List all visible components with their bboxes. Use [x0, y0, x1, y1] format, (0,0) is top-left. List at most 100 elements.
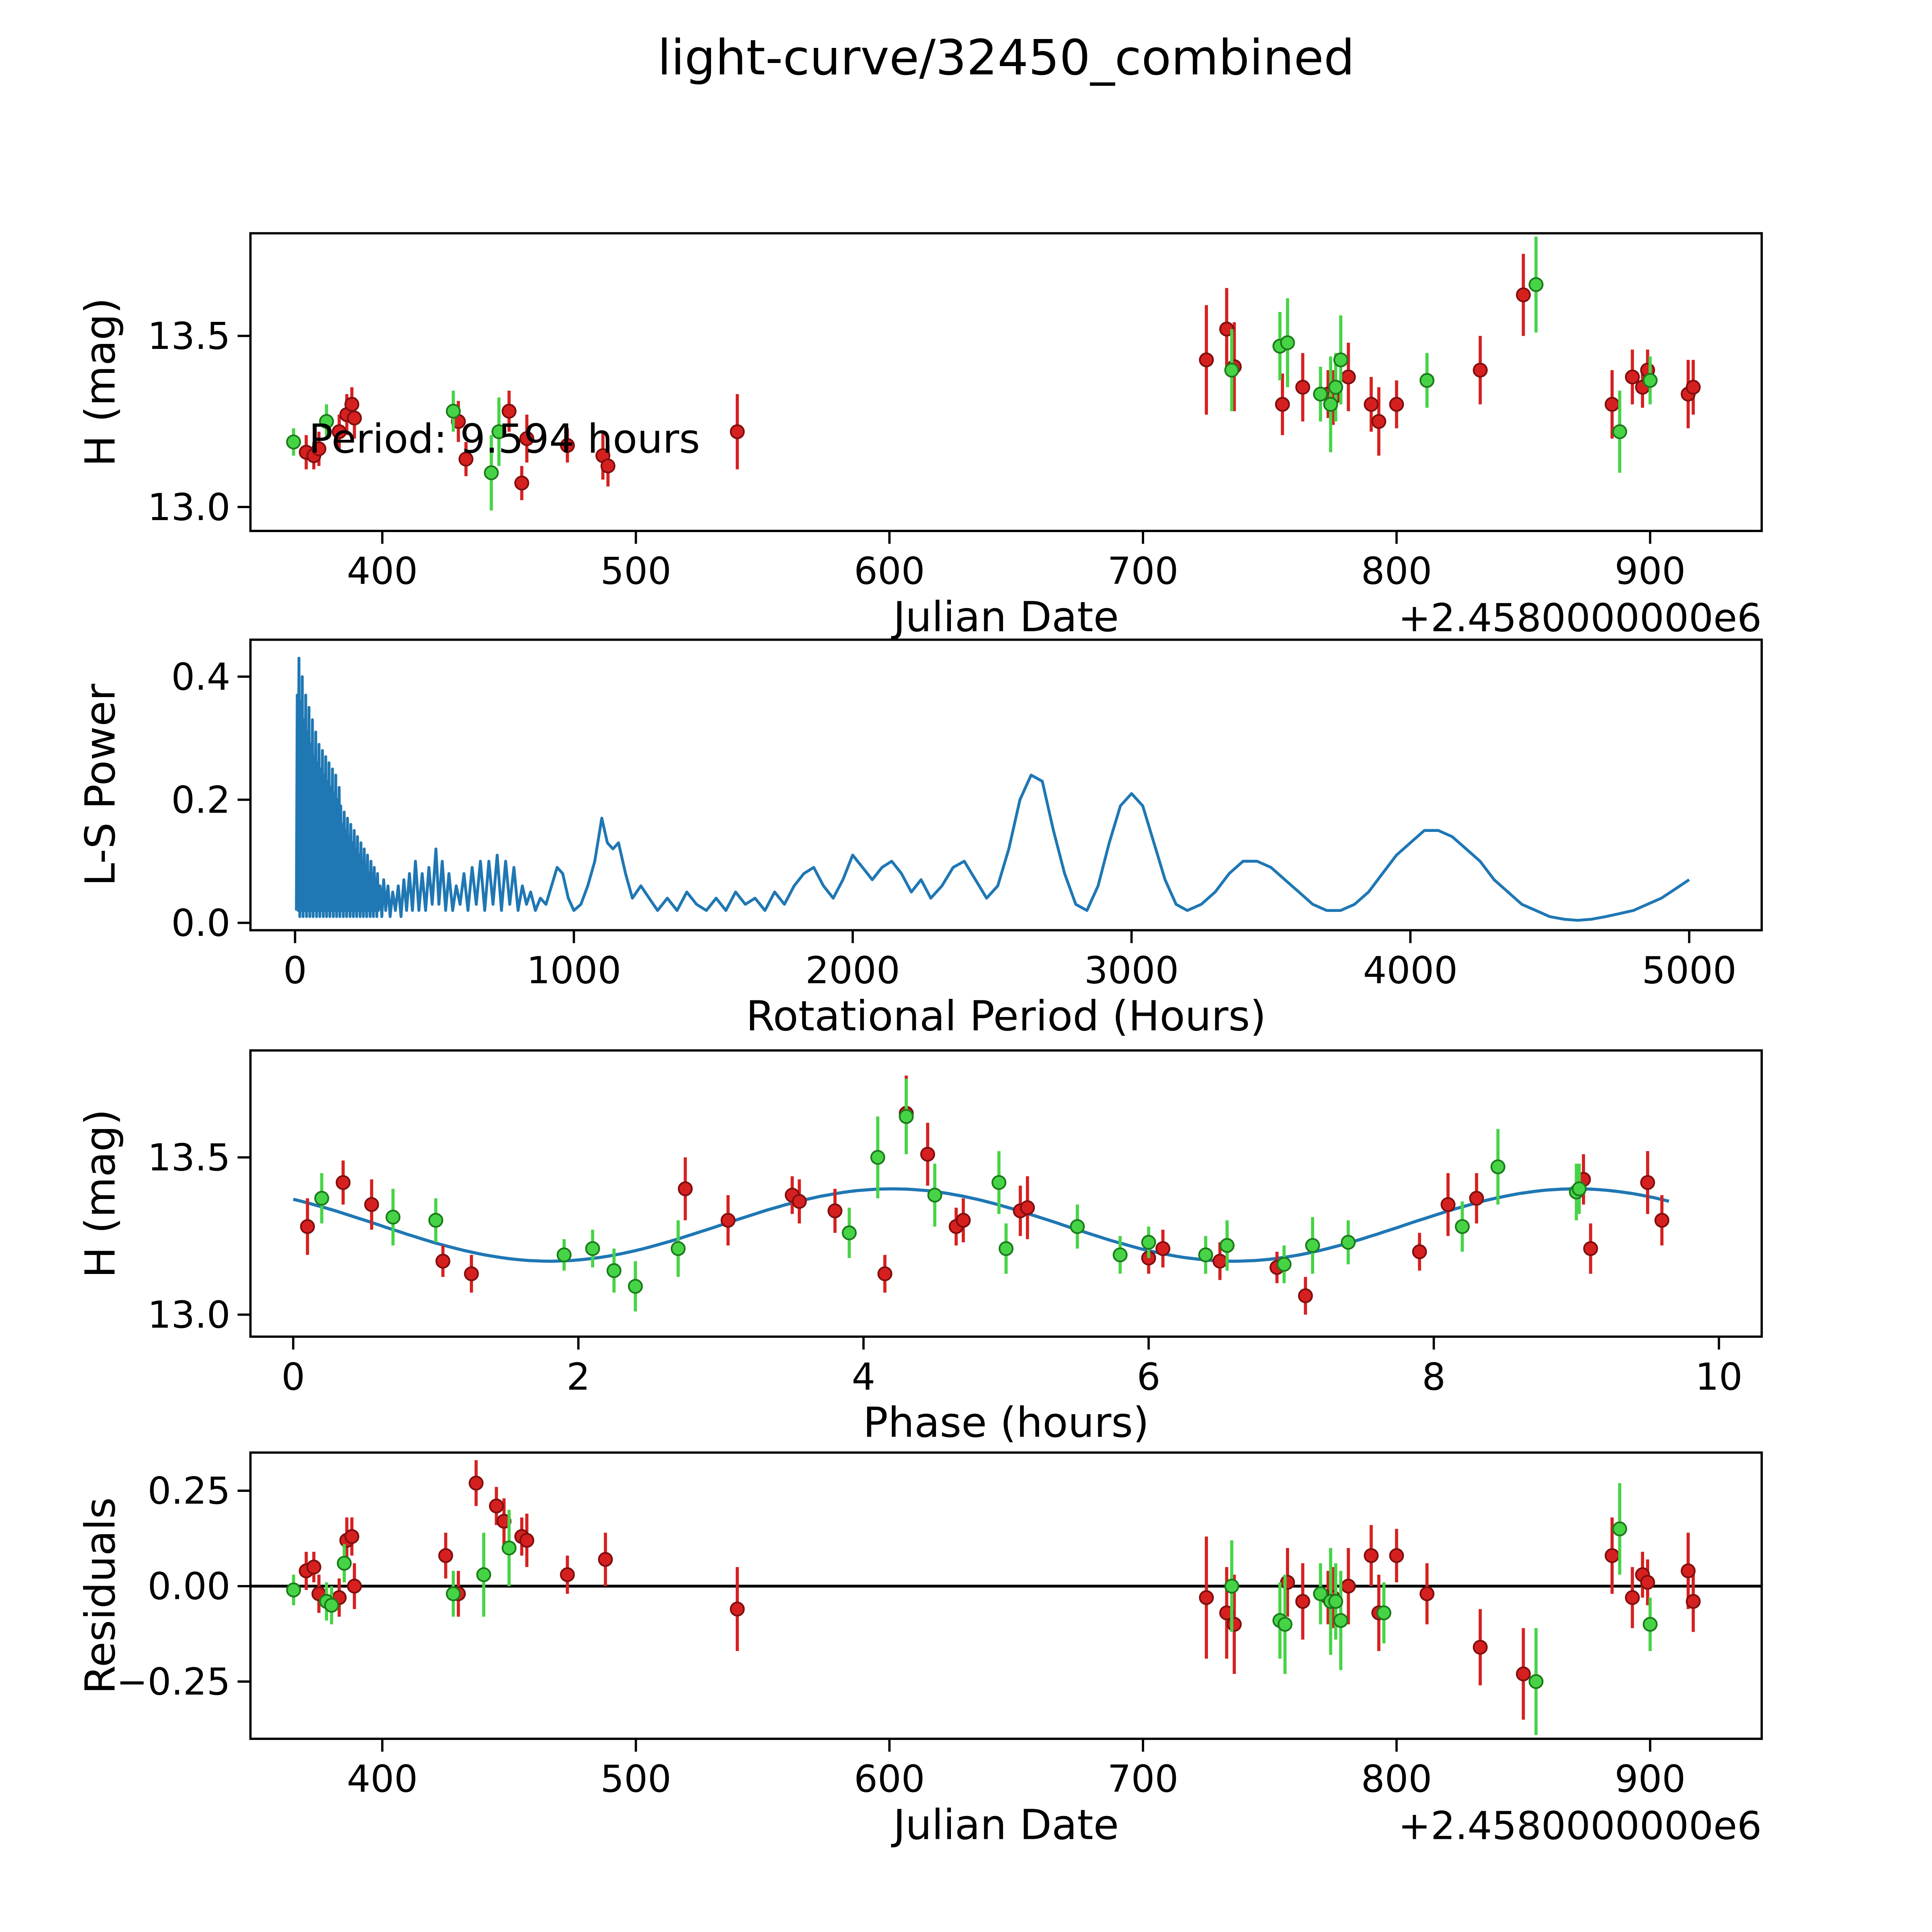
x-tick-label: 0	[281, 1355, 305, 1398]
panel-h-vs-julian-date: Period: 9.594 hours 400 500 600 700 800 900 13.…	[76, 232, 1763, 641]
data-point	[792, 1194, 807, 1209]
data-point	[335, 1175, 351, 1190]
x-axis-label: Rotational Period (Hours)	[746, 992, 1266, 1041]
data-point	[1625, 1590, 1640, 1605]
data-point	[600, 458, 616, 474]
data-point	[286, 434, 301, 450]
data-point	[1333, 352, 1349, 367]
data-point	[1685, 379, 1701, 395]
x-tick-label: 800	[1361, 549, 1432, 593]
data-point	[1275, 397, 1290, 412]
y-tick-label: 0.00	[148, 1565, 230, 1608]
data-point	[446, 1586, 461, 1601]
x-tick-label: 10	[1695, 1355, 1743, 1398]
data-point	[1625, 369, 1640, 384]
red-series	[299, 253, 1701, 500]
data-point	[1371, 414, 1386, 429]
data-point	[585, 1241, 600, 1256]
data-point	[1685, 1594, 1701, 1609]
data-point	[1473, 362, 1488, 378]
data-point	[1490, 1159, 1505, 1174]
data-point	[446, 403, 461, 419]
green-series	[286, 236, 1658, 510]
data-point	[1516, 287, 1531, 303]
data-point	[1640, 1175, 1655, 1190]
data-point	[344, 1529, 359, 1544]
x-tick-label: 900	[1615, 549, 1686, 593]
data-point	[306, 1560, 321, 1575]
data-point	[628, 1279, 643, 1294]
data-point	[319, 414, 334, 429]
data-point	[458, 451, 474, 467]
y-tick-label: 0.2	[171, 778, 230, 821]
data-point	[842, 1225, 857, 1240]
data-point	[678, 1181, 693, 1196]
data-point	[1364, 1548, 1379, 1563]
x-tick-label: 400	[347, 1757, 418, 1801]
x-tick-label: 2000	[805, 949, 900, 992]
data-point	[1276, 1257, 1292, 1272]
x-tick-label: 400	[347, 549, 418, 593]
data-point	[1198, 1247, 1213, 1262]
data-point	[1341, 369, 1356, 384]
x-tick-label: 700	[1107, 1757, 1179, 1801]
data-point	[1298, 1288, 1313, 1303]
data-point	[670, 1241, 686, 1256]
data-point	[1412, 1244, 1427, 1259]
data-point	[991, 1175, 1007, 1190]
data-point	[1612, 424, 1628, 439]
y-axis-label: H (mag)	[76, 1109, 124, 1278]
panel-ls-periodogram: 0 1000 2000 3000 4000 5000 0.0 0.2 0.4 Rotational…	[76, 638, 1763, 1041]
data-point	[1583, 1241, 1598, 1256]
plot-area-lightcurve_jd	[286, 236, 1701, 510]
plot-area-residuals	[250, 1460, 1762, 1735]
panel-phase-folded: 0 2 4 6 8 10 13.0 13.5 Phase (hours) H (mag)	[76, 1049, 1763, 1447]
x-axis-label: Phase (hours)	[863, 1399, 1149, 1447]
data-point	[1295, 379, 1310, 395]
data-point	[1219, 321, 1234, 337]
data-point	[1643, 1617, 1658, 1632]
data-point	[464, 1266, 479, 1281]
data-point	[1528, 277, 1544, 292]
data-point	[344, 397, 359, 412]
axes-frame	[249, 1451, 1763, 1740]
data-point	[347, 1578, 362, 1594]
data-point	[1640, 1575, 1655, 1590]
data-point	[1199, 1590, 1214, 1605]
x-axis-label: Julian Date	[891, 1801, 1119, 1849]
x-tick-label: 8	[1422, 1355, 1446, 1398]
data-point	[1313, 1586, 1328, 1601]
plot-area-phase	[293, 1075, 1670, 1315]
data-point	[870, 1150, 885, 1165]
y-axis-label: Residuals	[76, 1497, 124, 1694]
data-point	[286, 1582, 301, 1598]
data-point	[899, 1109, 914, 1124]
data-point	[1070, 1219, 1085, 1234]
data-point	[311, 441, 327, 456]
ls-power-curve	[295, 656, 1690, 922]
data-point	[730, 424, 745, 439]
data-point	[1313, 386, 1328, 402]
data-point	[314, 1190, 329, 1206]
data-point	[484, 465, 499, 480]
data-point	[468, 1476, 484, 1491]
data-point	[1516, 1666, 1531, 1682]
axes-frame	[249, 638, 1763, 932]
x-tick-label: 600	[854, 549, 925, 593]
axes-frame	[249, 1049, 1763, 1338]
data-point	[998, 1241, 1014, 1256]
data-point	[827, 1203, 843, 1218]
data-point	[1389, 1548, 1404, 1563]
data-point	[1571, 1181, 1587, 1196]
data-point	[1020, 1200, 1035, 1215]
y-axis-label: L-S Power	[76, 684, 124, 886]
red-series	[300, 1075, 1670, 1315]
data-point	[1469, 1190, 1484, 1206]
data-point	[1141, 1235, 1156, 1250]
data-point	[324, 1598, 339, 1613]
data-point	[1323, 397, 1338, 412]
data-point	[489, 1498, 504, 1514]
y-tick-label: 13.0	[148, 1293, 230, 1337]
data-point	[364, 1197, 379, 1212]
